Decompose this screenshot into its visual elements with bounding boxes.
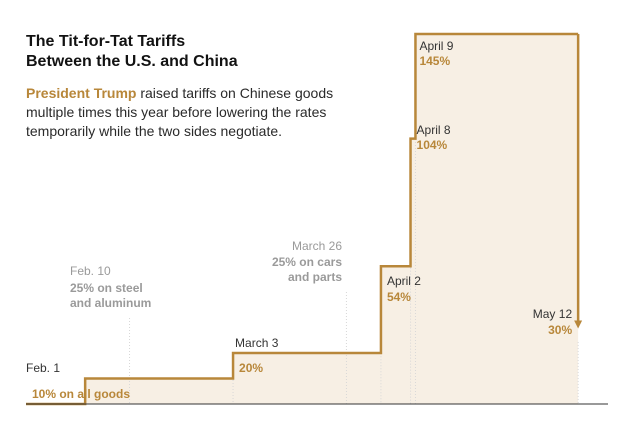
label-date-may12: May 12 (533, 307, 573, 321)
chart-title: The Tit-for-Tat Tariffs Between the U.S.… (26, 32, 356, 72)
label-date-mar26: March 26 (292, 239, 342, 253)
label-date-feb1: Feb. 1 (26, 361, 60, 375)
label-date-apr2: April 2 (387, 274, 421, 288)
label-value-may12: 30% (548, 323, 572, 337)
tariff-step-line (26, 32, 579, 406)
label-value-feb10-line2: and aluminum (70, 296, 151, 310)
label-value-apr9: 145% (419, 54, 450, 68)
label-value-feb1: 10% on all goods (32, 387, 130, 401)
label-value-mar3: 20% (239, 361, 263, 375)
tariff-area-fill (26, 34, 579, 404)
label-date-apr8: April 8 (417, 123, 451, 137)
subtitle-text: raised tariffs on Chinese goods multiple… (26, 85, 334, 139)
chart-subtitle: President Trump raised tariffs on Chines… (26, 84, 336, 141)
label-date-mar3: March 3 (235, 336, 279, 350)
label-value-mar26-line2: and parts (288, 270, 342, 284)
label-value-mar26-line1: 25% on cars (272, 255, 342, 269)
drop-arrow-icon (574, 320, 583, 329)
label-date-feb10: Feb. 10 (70, 264, 111, 278)
label-value-apr2: 54% (387, 290, 411, 304)
chart-title-line-1: The Tit-for-Tat Tariffs (26, 33, 186, 50)
chart-title-line-2: Between the U.S. and China (26, 53, 238, 70)
label-date-apr9: April 9 (419, 39, 453, 53)
label-value-feb10-line1: 25% on steel (70, 281, 143, 295)
label-value-apr8: 104% (417, 138, 448, 152)
subtitle-highlight: President Trump (26, 85, 137, 101)
